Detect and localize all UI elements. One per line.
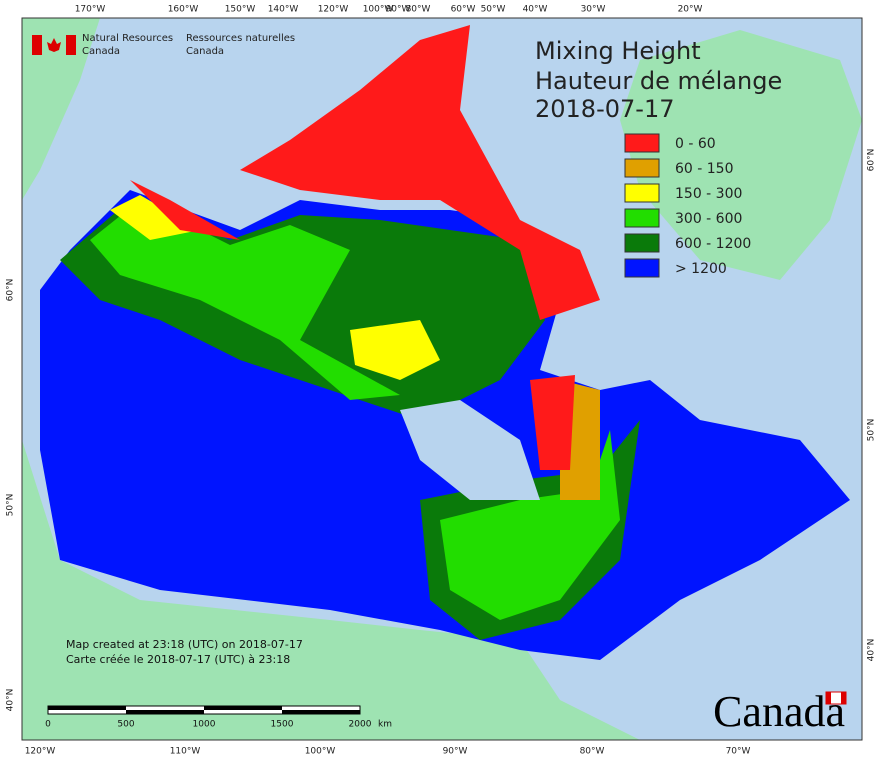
title-date: 2018-07-17 [535, 95, 674, 123]
wordmark-flag [826, 692, 831, 704]
region-red-west [130, 180, 240, 240]
legend-swatch [624, 208, 660, 228]
lon-label: 120°W [25, 747, 56, 757]
scale-label: 500 [117, 720, 134, 730]
lat-label: 60°N [867, 149, 877, 172]
lon-label: 80°W [406, 5, 431, 15]
lat-label: 50°N [867, 419, 877, 442]
legend-swatch [624, 183, 660, 203]
land-alaska [22, 18, 100, 200]
flag-bar [32, 35, 42, 55]
legend-swatch [624, 233, 660, 253]
credit: Carte créée le 2018-07-17 (UTC) à 23:18 [66, 653, 290, 666]
lat-label: 40°N [867, 639, 877, 662]
agency-en: Canada [82, 46, 120, 57]
legend-label: 60 - 150 [675, 161, 734, 177]
lon-label: 50°W [481, 5, 506, 15]
credit: Map created at 23:18 (UTC) on 2018-07-17 [66, 638, 303, 651]
lon-label: 80°W [580, 747, 605, 757]
legend-swatch [624, 258, 660, 278]
lon-label: 60°W [451, 5, 476, 15]
legend-label: > 1200 [675, 261, 727, 277]
wordmark: Canada [713, 687, 845, 736]
region-green-east [440, 430, 620, 620]
scale-bar-seg [126, 710, 204, 714]
wordmark-flag [841, 692, 846, 704]
lon-label: 110°W [170, 747, 201, 757]
scale-label: 2000 [349, 720, 372, 730]
lat-label: 60°N [6, 279, 16, 302]
maple-leaf [47, 38, 61, 52]
scale-label: 1500 [271, 720, 294, 730]
legend-swatch [624, 158, 660, 178]
legend-label: 300 - 600 [675, 211, 742, 227]
map-frame [21, 17, 863, 741]
lon-label: 160°W [168, 5, 199, 15]
scale-label: 1000 [193, 720, 216, 730]
region-yellow [350, 320, 440, 380]
region-red-labrador [530, 375, 575, 470]
lon-label: 40°W [523, 5, 548, 15]
agency-en: Natural Resources [82, 33, 173, 44]
lon-label: 20°W [678, 5, 703, 15]
scale-unit: km [378, 720, 392, 730]
frame-border [21, 17, 863, 741]
agency-fr: Ressources naturelles [186, 33, 295, 44]
legend-label: 150 - 300 [675, 186, 742, 202]
lat-label: 50°N [6, 494, 16, 517]
lon-label: 30°W [581, 5, 606, 15]
legend-label: 600 - 1200 [675, 236, 751, 252]
legend-label: 0 - 60 [675, 136, 716, 152]
lon-label: 100°W [363, 5, 394, 15]
scale-bar-seg [48, 706, 126, 710]
scale-label: 0 [45, 720, 51, 730]
land-usa [22, 440, 640, 740]
flag-bar [66, 35, 76, 55]
lon-label: 100°W [305, 747, 336, 757]
legend-swatch [624, 133, 660, 153]
lon-label: 150°W [225, 5, 256, 15]
title: Hauteur de mélange [535, 67, 782, 95]
lon-label: 70°W [726, 747, 751, 757]
hudson-bay [400, 400, 540, 500]
lon-label: 90°W [386, 5, 411, 15]
region-yellow-north [110, 195, 200, 240]
lon-label: 140°W [268, 5, 299, 15]
region-green [90, 200, 400, 400]
lon-label: 170°W [75, 5, 106, 15]
lat-label: 40°N [6, 689, 16, 712]
scale-bar-seg [204, 706, 282, 710]
lon-label: 90°W [443, 747, 468, 757]
scale-bar [47, 705, 361, 715]
agency-logo: Natural Resources Canada Ressources natu… [32, 33, 295, 57]
scale-bar-seg [282, 710, 360, 714]
land-greenland [620, 30, 862, 280]
title: Mixing Height [535, 37, 701, 65]
agency-fr: Canada [186, 46, 224, 57]
region-red-arctic [240, 25, 600, 320]
lon-label: 120°W [318, 5, 349, 15]
